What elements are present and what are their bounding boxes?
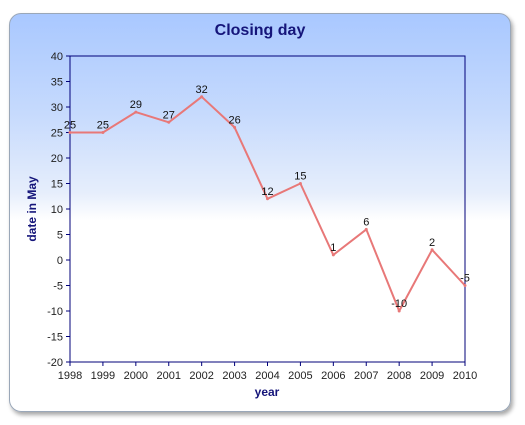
y-tick-label: 20 (51, 153, 63, 165)
x-axis-title: year (255, 385, 280, 399)
data-labels: 25 25 29 27 32 26 12 15 1 6 -10 2 -5 (64, 84, 470, 310)
data-point (298, 182, 302, 185)
y-tick-label: -5 (53, 281, 63, 293)
data-point (331, 253, 335, 257)
data-point (397, 309, 401, 313)
data-label: 25 (97, 120, 109, 132)
data-point (463, 284, 467, 287)
chart-title: Closing day (215, 22, 306, 39)
data-label: -10 (391, 298, 407, 310)
data-label: 6 (363, 216, 369, 228)
data-point (233, 125, 237, 129)
x-tick-label: 2004 (255, 370, 279, 382)
line-chart: Closing day 4035302520151050-5-10-15-20 … (25, 22, 477, 399)
x-tick-label: 2000 (124, 370, 148, 382)
chart-card: Closing day 40 35 30 25 20 15 10 5 0 -5 -10 -15 -20 … (9, 13, 511, 412)
y-tick-label: 5 (57, 230, 63, 242)
y-axis: 40 35 30 25 20 15 10 5 0 -5 -10 -15 -20 (47, 51, 70, 369)
y-tick-label: 30 (51, 102, 63, 114)
x-tick-label: 2007 (354, 370, 378, 382)
data-point (167, 120, 171, 124)
y-tick-label: 0 (57, 255, 63, 267)
data-label: 15 (294, 171, 306, 183)
series-line (70, 95, 466, 312)
data-label: 29 (130, 99, 142, 111)
x-tick-label: 2008 (387, 370, 411, 382)
x-tick-label: 2005 (288, 370, 312, 382)
data-point (134, 110, 138, 114)
x-tick-label: 2009 (420, 370, 444, 382)
y-tick-label: 25 (51, 128, 63, 140)
data-label: 1 (330, 242, 336, 254)
x-tick-label: 2006 (321, 370, 345, 382)
x-tick-label: 1999 (91, 370, 115, 382)
y-tick-label: 35 (51, 77, 63, 89)
y-tick-label: 15 (51, 179, 63, 191)
data-label: 32 (196, 84, 208, 96)
x-tick-label: 1998 (58, 370, 82, 382)
x-tick-label: 2002 (189, 370, 213, 382)
x-axis: 1998 1999 2000 2001 2002 2003 2004 2005 2006 2007… (58, 362, 477, 382)
data-label: 25 (64, 120, 76, 132)
y-tick-label: -15 (47, 332, 63, 344)
y-tick-label: 10 (51, 204, 63, 216)
y-axis-title: date in May (25, 176, 39, 242)
data-point (364, 227, 368, 231)
data-label: 26 (228, 114, 240, 126)
series-group (68, 95, 467, 313)
data-point (200, 95, 204, 99)
y-tick-label: 40 (51, 51, 63, 63)
data-point (68, 131, 72, 134)
x-tick-label: 2010 (453, 370, 477, 382)
data-label: 12 (261, 186, 273, 198)
x-tick-label: 2003 (222, 370, 246, 382)
data-point (266, 197, 269, 201)
data-point (101, 131, 105, 134)
data-label: 27 (163, 109, 175, 121)
data-label: 2 (429, 237, 435, 249)
x-tick-label: 2001 (157, 370, 181, 382)
data-point (430, 248, 434, 252)
y-tick-label: -20 (47, 357, 63, 369)
y-tick-label: -10 (47, 306, 63, 318)
data-label: -5 (460, 273, 470, 285)
